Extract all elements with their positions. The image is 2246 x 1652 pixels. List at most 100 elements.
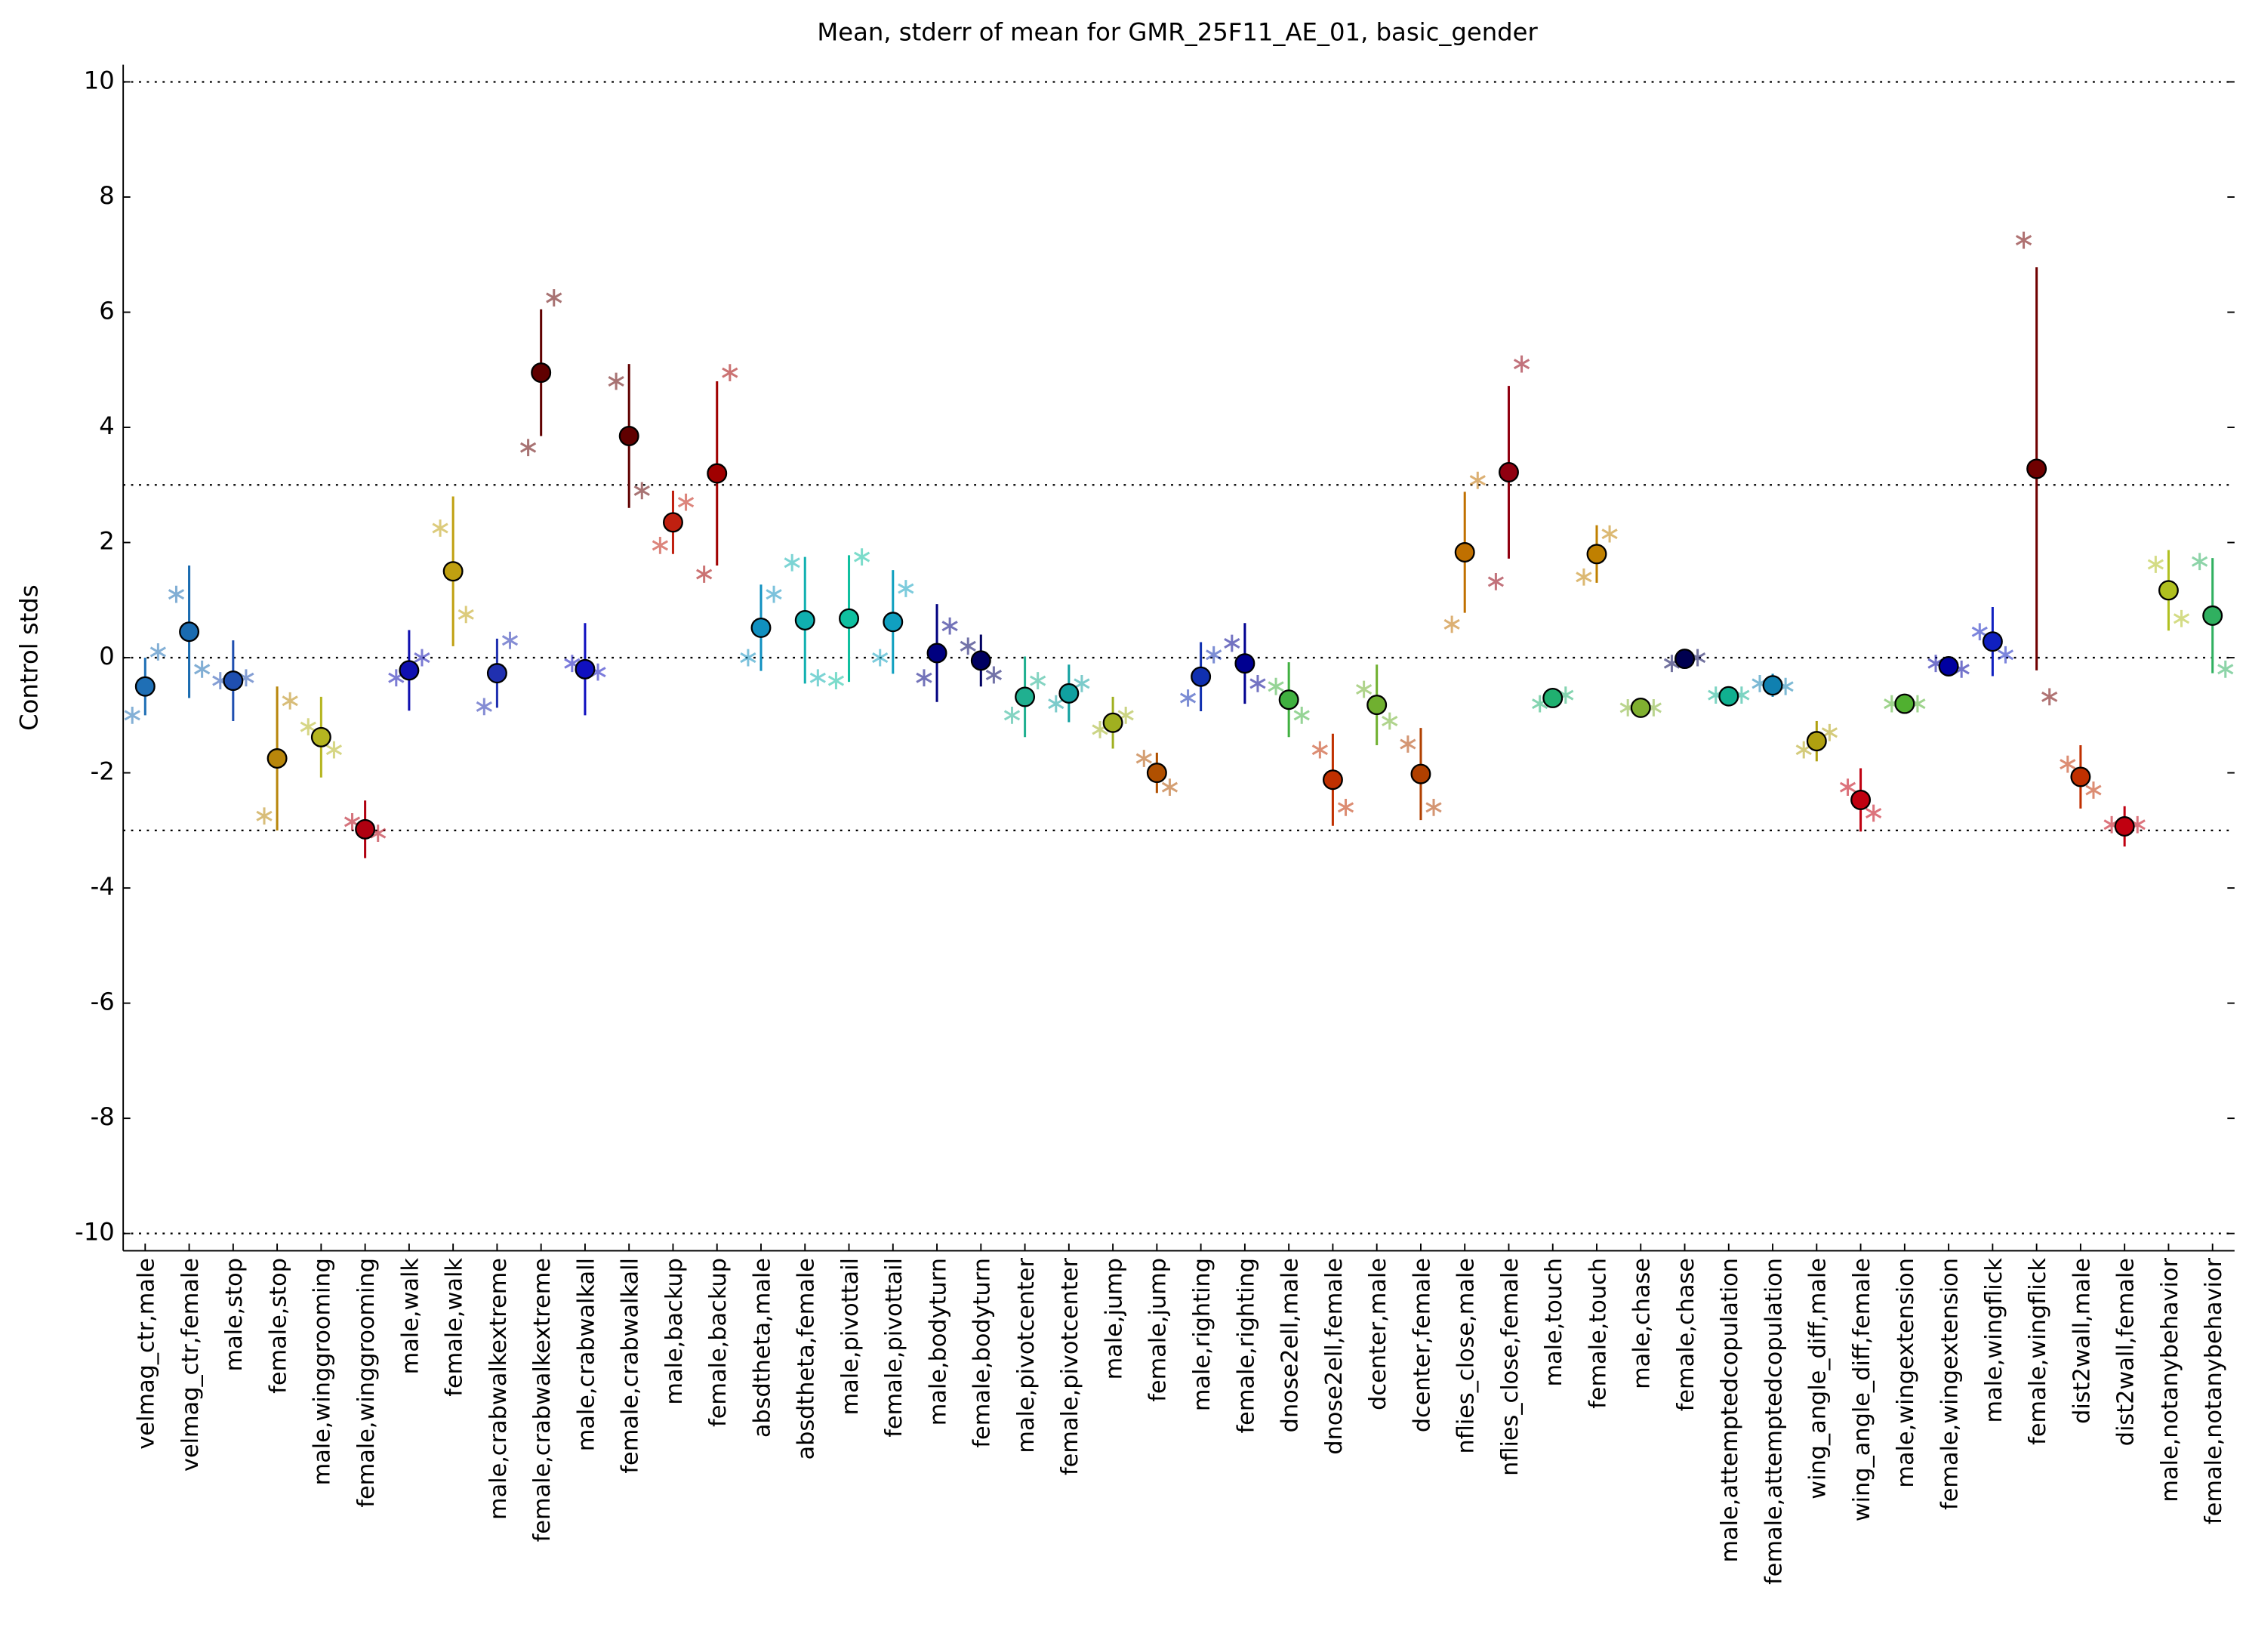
experiment-marker — [1337, 798, 1354, 816]
x-tick-label: female,chase — [1673, 1258, 1699, 1411]
experiment-marker — [2085, 781, 2102, 799]
mean-marker — [1850, 789, 1872, 810]
mean-marker — [2070, 766, 2091, 787]
experiment-marker — [1355, 680, 1373, 698]
experiment-marker — [722, 364, 738, 381]
experiment-marker — [1971, 623, 1988, 641]
experiment-marker — [941, 617, 958, 635]
mean-marker — [1410, 763, 1431, 784]
mean-marker — [618, 425, 639, 446]
experiment-marker — [300, 718, 316, 735]
mean-marker — [223, 670, 244, 692]
x-tick-label: male,righting — [1189, 1258, 1215, 1411]
x-tick-label: male,attemptedcopulation — [1717, 1258, 1743, 1563]
x-tick-label: nflies_close,male — [1453, 1258, 1480, 1453]
mean-marker — [750, 617, 772, 638]
experiment-marker — [1487, 573, 1505, 590]
x-tick-label: absdtheta,male — [749, 1258, 775, 1438]
y-tick-label: 10 — [84, 66, 115, 94]
x-tick-label: female,walk — [442, 1258, 468, 1397]
x-tick-label: female,wingextension — [1936, 1258, 1963, 1510]
experiment-marker — [827, 672, 845, 689]
experiment-marker — [149, 643, 166, 661]
experiment-marker — [2041, 688, 2058, 706]
y-tick-label: -2 — [91, 757, 115, 786]
mean-marker — [2158, 580, 2179, 601]
x-tick-label: male,touch — [1541, 1258, 1567, 1387]
mean-marker — [883, 612, 904, 633]
x-tick-label: dnose2ell,female — [1321, 1258, 1348, 1455]
experiment-marker — [168, 585, 185, 603]
x-tick-label: male,walk — [397, 1258, 424, 1375]
mean-marker — [310, 726, 331, 747]
experiment-marker — [633, 482, 650, 500]
x-tick-label: male,winggrooming — [310, 1258, 336, 1485]
experiment-marker — [985, 666, 1003, 684]
x-tick-label: male,wingflick — [1981, 1258, 2007, 1423]
mean-marker — [1191, 666, 1212, 687]
experiment-marker — [652, 536, 669, 554]
experiment-marker — [1601, 525, 1618, 543]
experiment-marker — [1048, 695, 1064, 713]
x-tick-label: male,crabwalkextreme — [485, 1258, 512, 1520]
experiment-marker — [1074, 674, 1090, 692]
mean-marker — [1542, 687, 1564, 708]
mean-marker — [1499, 462, 1519, 482]
mean-marker — [531, 362, 552, 384]
mean-marker — [267, 748, 288, 769]
x-tick-label: male,notanybehavior — [2157, 1258, 2183, 1503]
experiment-marker — [256, 807, 273, 825]
mean-marker — [575, 658, 596, 680]
x-tick-label: wing_angle_diff,male — [1805, 1258, 1832, 1499]
x-tick-label: female,bodyturn — [969, 1258, 996, 1448]
mean-marker — [1146, 763, 1167, 784]
mean-marker — [399, 660, 420, 681]
x-tick-label: male,chase — [1629, 1258, 1656, 1389]
experiment-marker — [916, 669, 932, 687]
y-tick-label: -6 — [91, 988, 115, 1016]
x-tick-label: dcenter,female — [1409, 1258, 1435, 1432]
mean-marker — [1806, 731, 1827, 752]
x-tick-label: female,pivotcenter — [1057, 1258, 1083, 1476]
x-tick-label: female,stop — [265, 1258, 291, 1394]
mean-marker — [1102, 712, 1123, 733]
experiment-marker — [458, 606, 474, 624]
mean-marker — [1278, 689, 1299, 710]
experiment-marker — [1400, 735, 1416, 753]
experiment-marker — [1179, 689, 1197, 707]
mean-marker — [2114, 816, 2135, 837]
x-tick-label: male,stop — [221, 1258, 248, 1371]
experiment-marker — [501, 631, 519, 649]
experiment-marker — [124, 706, 140, 724]
mean-marker — [1762, 675, 1783, 696]
experiment-marker — [1003, 706, 1021, 724]
experiment-marker — [1443, 615, 1460, 633]
mean-marker — [355, 818, 376, 840]
experiment-marker — [1513, 355, 1530, 373]
experiment-marker — [677, 493, 695, 511]
x-tick-label: male,pivottail — [837, 1258, 864, 1415]
experiment-marker — [1425, 798, 1442, 816]
experiment-marker — [1469, 471, 1486, 489]
x-tick-label: absdtheta,female — [793, 1258, 820, 1459]
experiment-marker — [740, 649, 756, 667]
experiment-marker — [1268, 677, 1284, 695]
mean-marker — [1454, 542, 1475, 562]
experiment-marker — [2015, 231, 2032, 249]
y-tick-label: -10 — [75, 1218, 115, 1247]
experiment-marker — [2060, 755, 2076, 773]
experiment-marker — [1866, 804, 1882, 822]
experiment-marker — [1135, 750, 1152, 767]
experiment-marker — [1382, 712, 1398, 730]
experiment-marker — [898, 580, 914, 597]
x-tick-label: female,pivottail — [881, 1258, 907, 1438]
x-tick-label: dist2wall,female — [2113, 1258, 2140, 1446]
experiment-marker — [608, 372, 624, 390]
experiment-marker — [325, 741, 343, 759]
experiment-marker — [960, 637, 976, 655]
experiment-marker — [2217, 660, 2234, 678]
y-tick-label: 8 — [99, 181, 115, 210]
experiment-marker — [872, 649, 889, 667]
mean-marker — [1894, 693, 1915, 714]
